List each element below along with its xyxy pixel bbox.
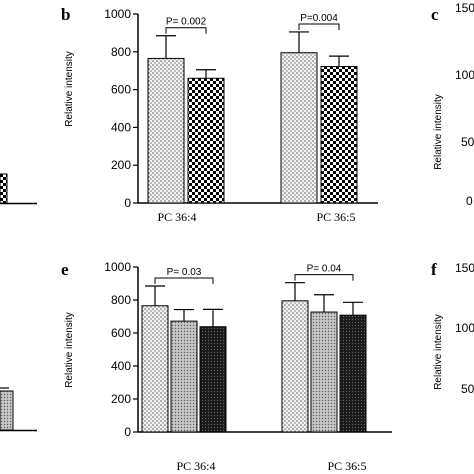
panel-e-category-label: PC 36:4 xyxy=(176,459,215,473)
panel-c-tick-label: 50 xyxy=(461,135,474,149)
panel-e-bar xyxy=(141,305,169,433)
panel-b-p-value: P=0.004 xyxy=(300,13,338,24)
panel-e: e Relative intensity 0 200 400 600 800 1000 P… xyxy=(61,260,392,473)
panel-f-tick-label: 50 xyxy=(461,382,474,396)
panel-e-y-tick-label: 400 xyxy=(111,359,131,373)
panel-f-tick-label: 150 xyxy=(455,261,474,275)
panel-b-bar xyxy=(280,52,318,204)
panel-b-significance-bracket xyxy=(165,27,207,34)
panel-b-y-tick-label: 1000 xyxy=(104,7,131,21)
panel-b: b Relative intensity 0 200 400 600 800 1000 P… xyxy=(61,5,378,224)
panel-f-tick-label: 100 xyxy=(455,321,474,335)
panel-e-y-tick-label: 1000 xyxy=(104,260,131,274)
panel-b-letter: b xyxy=(61,5,70,24)
panel-e-p-value: P= 0.03 xyxy=(167,267,202,278)
panel-c: c Relative intensity 150 100 50 0 xyxy=(431,1,474,208)
panel-b-category-label: PC 36:4 xyxy=(157,210,196,224)
panel-b-y-tick-label: 0 xyxy=(124,196,131,210)
panel-f: f Relative intensity 150 100 50 xyxy=(431,260,474,396)
panel-e-significance-bracket xyxy=(294,274,354,281)
panel-e-y-tick-label: 800 xyxy=(111,293,131,307)
panel-c-tick-label: 100 xyxy=(455,68,474,82)
panel-c-ylabel: Relative intensity xyxy=(433,94,444,170)
panel-e-p-value: P= 0.04 xyxy=(307,264,342,275)
panel-b-bar xyxy=(147,57,185,204)
panel-b-bar xyxy=(320,66,358,204)
panel-e-y-tick-label: 200 xyxy=(111,392,131,406)
panel-b-y-tick-label: 400 xyxy=(111,120,131,134)
panel-e-bar xyxy=(310,311,338,433)
panel-b-y-tick-label: 600 xyxy=(111,83,131,97)
panel-e-bar xyxy=(170,320,198,433)
panel-b-ylabel: Relative intensity xyxy=(64,51,75,127)
panel-d-remnant xyxy=(0,387,37,432)
panel-e-letter: e xyxy=(61,260,69,279)
panel-b-y-tick-label: 200 xyxy=(111,158,131,172)
panel-a-bar-fragment xyxy=(0,173,8,204)
panel-c-tick-label: 0 xyxy=(466,194,473,208)
panel-b-category-label: PC 36:5 xyxy=(316,210,355,224)
panel-f-ylabel: Relative intensity xyxy=(433,314,444,390)
panel-b-bar xyxy=(187,77,225,204)
panel-e-bar xyxy=(339,314,367,433)
panel-f-letter: f xyxy=(431,260,437,279)
panel-c-letter: c xyxy=(431,5,439,24)
panel-b-significance-bracket xyxy=(298,23,340,30)
panel-d-bar-fragment xyxy=(0,390,14,431)
panel-e-y-tick-label: 0 xyxy=(124,425,131,439)
panel-b-p-value: P= 0.002 xyxy=(166,17,207,28)
panel-b-y-tick-label: 800 xyxy=(111,45,131,59)
panel-e-bar xyxy=(281,300,309,433)
panel-c-tick-label: 150 xyxy=(455,1,474,15)
panel-e-bar xyxy=(199,326,227,433)
panel-a-remnant xyxy=(0,173,37,205)
panel-e-category-label: PC 36:5 xyxy=(327,459,366,473)
panel-e-ylabel: Relative intensity xyxy=(64,312,75,388)
panel-e-significance-bracket xyxy=(154,277,214,284)
panel-e-y-tick-label: 600 xyxy=(111,326,131,340)
